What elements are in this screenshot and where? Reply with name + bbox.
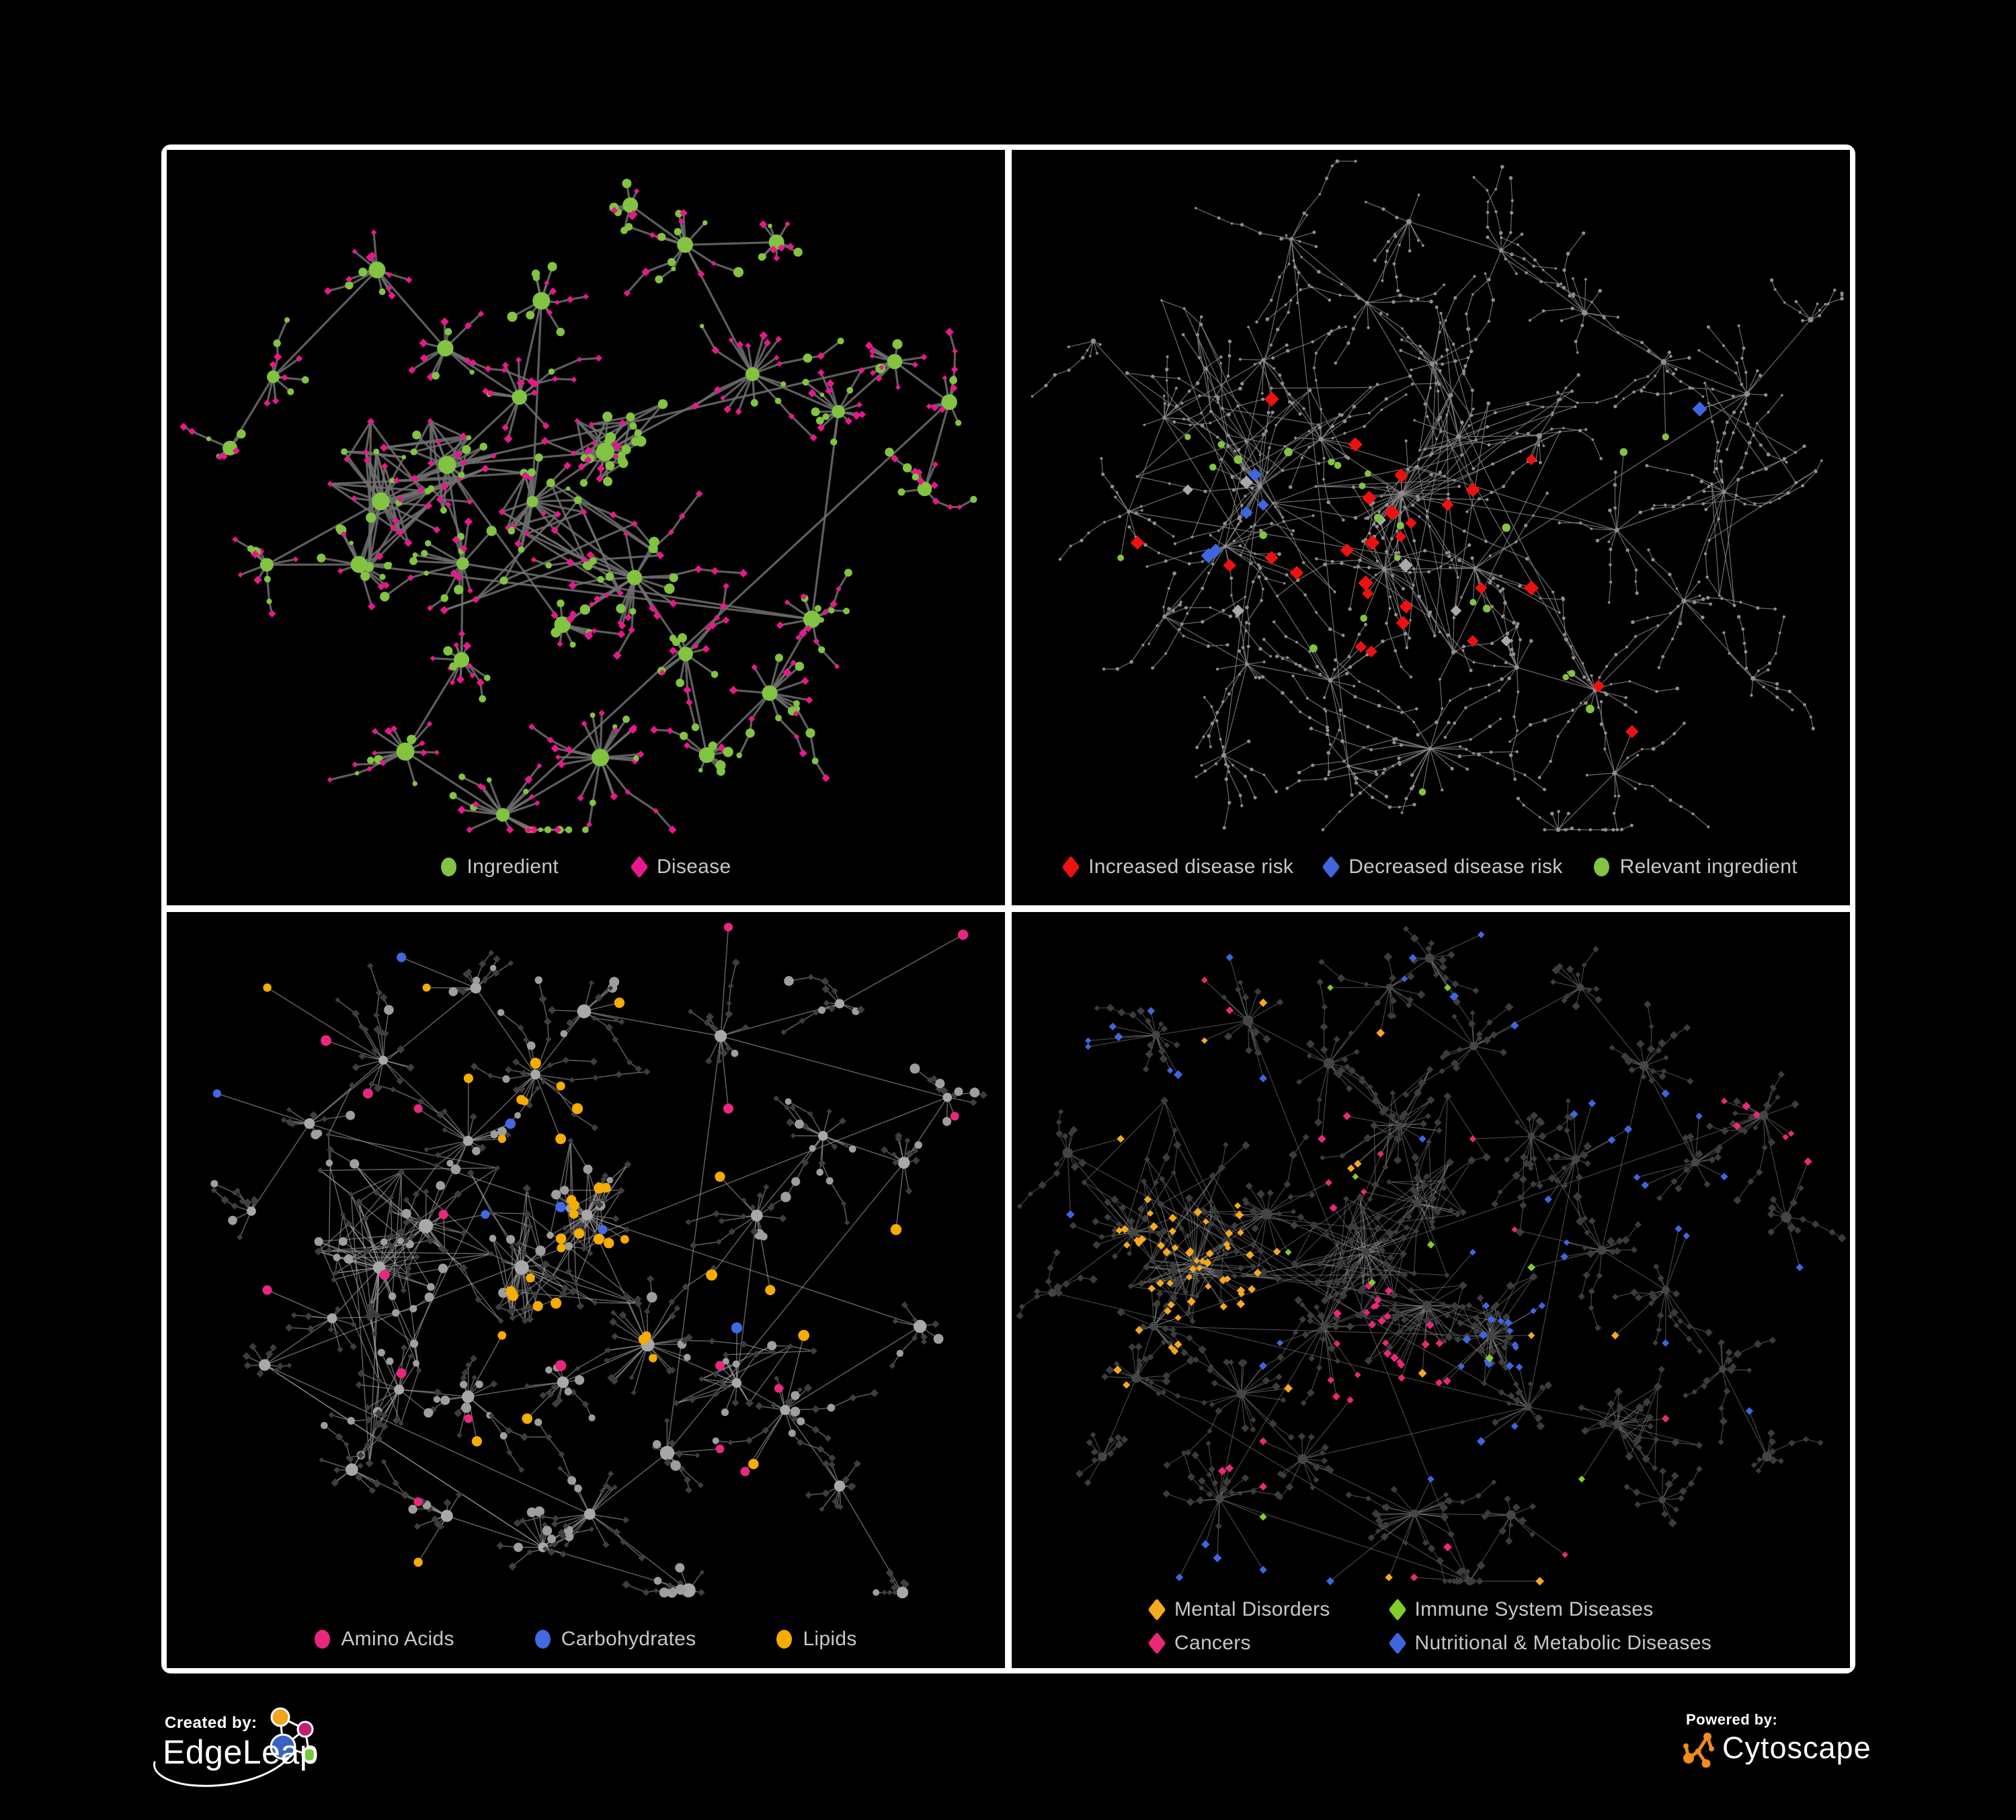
legend-label: Nutritional & Metabolic Diseases [1415, 1632, 1711, 1655]
legend-label: Relevant ingredient [1620, 856, 1798, 878]
horizontal-divider [161, 905, 1855, 912]
legend-ingredient-disease: Ingredient Disease [167, 856, 1005, 878]
panel-disease-categories: Mental Disorders Immune System Diseases Ca… [1012, 912, 1850, 1668]
panel-grid: Ingredient Disease Increased disease risk… [161, 144, 1855, 1673]
legend-label: Carbohydrates [561, 1628, 696, 1651]
network-graph-disease-categories [1012, 912, 1850, 1668]
legend-diamond-marker [1388, 1632, 1406, 1655]
legend-label: Lipids [803, 1628, 856, 1651]
network-graph-ingredient-disease [167, 150, 1005, 905]
network-graph-ingredient-categories [167, 912, 1005, 1668]
legend-item: Cancers [1150, 1632, 1330, 1655]
legend-item: Ingredient [441, 856, 559, 878]
legend-item: Decreased disease risk [1324, 856, 1562, 878]
legend-label: Amino Acids [341, 1628, 454, 1651]
legend-diamond-marker [1148, 1598, 1166, 1621]
legend-item: Amino Acids [315, 1628, 454, 1651]
legend-item: Carbohydrates [535, 1628, 696, 1651]
panel-ingredient-categories: Amino Acids Carbohydrates Lipids [167, 912, 1005, 1668]
legend-item: Immune System Diseases [1391, 1598, 1711, 1621]
legend-label: Disease [657, 856, 731, 878]
legend-ingredient-categories: Amino Acids Carbohydrates Lipids [167, 1628, 1005, 1651]
legend-label: Increased disease risk [1088, 856, 1293, 878]
network-graph-disease-risk [1012, 150, 1850, 905]
legend-circle-marker [776, 1630, 792, 1649]
legend-item: Disease [633, 856, 731, 878]
cytoscape-credit: Powered by: Cytosc [1682, 1707, 1884, 1794]
legend-label: Immune System Diseases [1415, 1598, 1654, 1621]
legend-item: Increased disease risk [1064, 856, 1293, 878]
panel-disease-risk: Increased disease risk Decreased disease … [1012, 150, 1850, 905]
legend-label: Decreased disease risk [1348, 856, 1562, 878]
legend-item: Nutritional & Metabolic Diseases [1391, 1632, 1711, 1655]
legend-disease-categories: Mental Disorders Immune System Diseases Ca… [1012, 1598, 1850, 1655]
legend-circle-marker [1594, 858, 1609, 876]
legend-label: Ingredient [467, 856, 559, 878]
powered-by-label: Powered by: [1686, 1711, 1777, 1729]
legend-item: Relevant ingredient [1594, 856, 1798, 878]
legend-circle-marker [441, 858, 456, 876]
edgeleap-brand-text: EdgeLeap [163, 1733, 319, 1772]
edgeleap-credit: Created by: EdgeLeap [148, 1706, 484, 1820]
legend-diamond-marker [1148, 1632, 1166, 1655]
legend-diamond-marker [1322, 856, 1340, 878]
legend-diamond-marker [1062, 856, 1080, 878]
cytoscape-logo-icon [1682, 1729, 1716, 1768]
legend-diamond-marker [631, 856, 649, 878]
created-by-label: Created by: [165, 1714, 257, 1733]
legend-disease-risk: Increased disease risk Decreased disease … [1012, 856, 1850, 878]
legend-item: Lipids [776, 1628, 856, 1651]
legend-label: Cancers [1174, 1632, 1251, 1655]
legend-item: Mental Disorders [1150, 1598, 1330, 1621]
legend-circle-marker [535, 1630, 551, 1649]
legend-label: Mental Disorders [1174, 1598, 1330, 1621]
panel-ingredient-disease: Ingredient Disease [167, 150, 1005, 905]
legend-circle-marker [315, 1630, 330, 1649]
legend-diamond-marker [1388, 1598, 1406, 1621]
cytoscape-brand-text: Cytoscape [1722, 1731, 1871, 1766]
